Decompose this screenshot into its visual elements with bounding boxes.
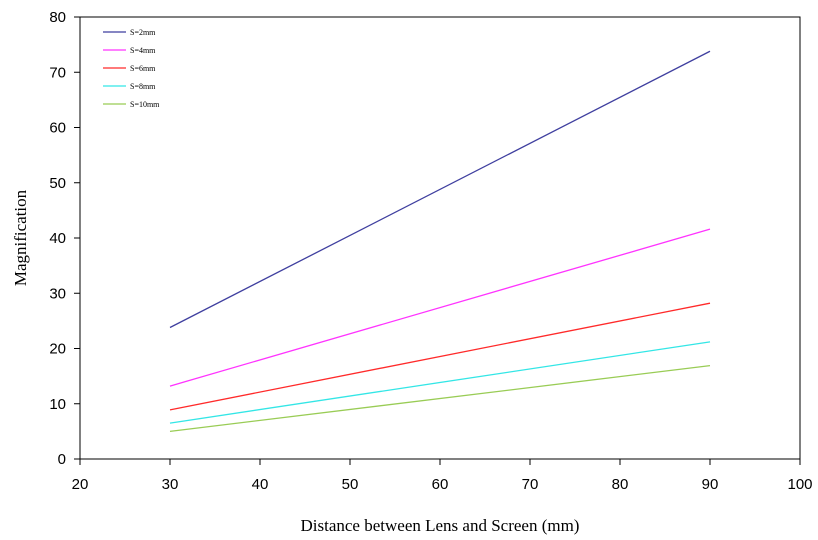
legend-label: S=10mm [130, 100, 160, 109]
series-line-s-8mm [169, 341, 711, 424]
y-tick-label: 50 [49, 175, 66, 192]
y-tick-label: 30 [49, 285, 66, 302]
legend-label: S=8mm [130, 82, 156, 91]
y-tick-label: 80 [49, 9, 66, 26]
x-axis: 20 30 40 50 60 70 80 90 100 [72, 459, 813, 493]
x-tick-label: 60 [432, 476, 449, 493]
x-tick-label: 20 [72, 476, 89, 493]
x-tick-label: 80 [612, 476, 629, 493]
x-tick-label: 90 [702, 476, 719, 493]
legend-label: S=6mm [130, 64, 156, 73]
series-group [169, 50, 711, 433]
x-tick-label: 40 [252, 476, 269, 493]
series-line-s-10mm [169, 364, 711, 433]
series-line-s-6mm [169, 302, 711, 411]
x-tick-label: 70 [522, 476, 539, 493]
y-tick-label: 60 [49, 120, 66, 137]
y-axis: 0 10 20 30 40 50 60 70 80 [49, 9, 80, 468]
series-line-s-4mm [169, 228, 711, 387]
y-tick-label: 10 [49, 396, 66, 413]
legend-label: S=2mm [130, 28, 156, 37]
legend: S=2mm S=4mm S=6mm S=8mm S=10mm [103, 28, 160, 109]
y-tick-label: 40 [49, 230, 66, 247]
x-tick-label: 100 [787, 476, 812, 493]
series-line-s-2mm [169, 50, 711, 329]
y-tick-label: 20 [49, 341, 66, 358]
y-tick-label: 70 [49, 64, 66, 81]
x-axis-title: Distance between Lens and Screen (mm) [301, 516, 580, 535]
plot-area [79, 16, 801, 460]
x-tick-label: 30 [162, 476, 179, 493]
y-axis-title: Magnification [11, 189, 30, 286]
legend-label: S=4mm [130, 46, 156, 55]
x-tick-label: 50 [342, 476, 359, 493]
y-tick-label: 0 [58, 451, 66, 468]
